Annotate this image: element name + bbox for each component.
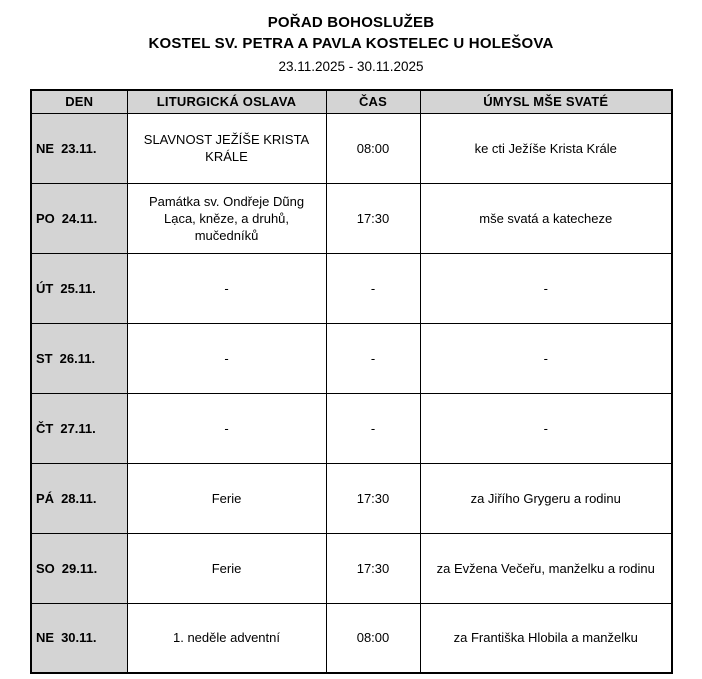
day-date: 26.11. — [59, 350, 96, 366]
cell-day: ÚT 25.11. — [30, 252, 128, 324]
page-subtitle-parish: KOSTEL SV. PETRA A PAVLA KOSTELEC U HOLE… — [148, 35, 554, 52]
day-abbr: NE — [36, 630, 55, 646]
day-date: 24.11. — [61, 210, 98, 226]
cell-oslava: SLAVNOST JEŽÍŠE KRISTA KRÁLE — [126, 112, 327, 184]
table-row: NE 23.11. SLAVNOST JEŽÍŠE KRISTA KRÁLE 08… — [30, 112, 673, 184]
page-date-range: 23.11.2025 - 30.11.2025 — [278, 59, 424, 74]
day-abbr: SO — [36, 560, 55, 576]
page-heading: POŘAD BOHOSLUŽEB KOSTEL SV. PETRA A PAVL… — [0, 0, 702, 77]
table-row: PO 24.11. Památka sv. Ondřeje Dũng Lạca, … — [30, 182, 673, 254]
cell-day: ČT 27.11. — [30, 392, 128, 464]
table-header-row: DEN LITURGICKÁ OSLAVA ČAS ÚMYSL MŠE SVAT… — [30, 89, 673, 114]
cell-oslava: - — [126, 322, 327, 394]
table-row: PÁ 28.11. Ferie 17:30 za Jiřího Grygeru a… — [30, 462, 673, 534]
column-header-umysl: ÚMYSL MŠE SVATÉ — [419, 89, 673, 114]
cell-day: NE 23.11. — [30, 112, 128, 184]
schedule-table-container: DEN LITURGICKÁ OSLAVA ČAS ÚMYSL MŠE SVAT… — [30, 89, 673, 674]
cell-oslava: Ferie — [126, 462, 327, 534]
cell-oslava: Ferie — [126, 532, 327, 604]
cell-day: PÁ 28.11. — [30, 462, 128, 534]
cell-oslava: - — [126, 392, 327, 464]
cell-cas: 08:00 — [325, 602, 421, 674]
day-abbr: ST — [36, 350, 53, 366]
day-abbr: ÚT — [36, 280, 54, 296]
cell-oslava: 1. neděle adventní — [126, 602, 327, 674]
cell-day: ST 26.11. — [30, 322, 128, 394]
cell-umysl: - — [419, 322, 673, 394]
cell-cas: 17:30 — [325, 532, 421, 604]
table-row: NE 30.11. 1. neděle adventní 08:00 za Fra… — [30, 602, 673, 674]
table-body: NE 23.11. SLAVNOST JEŽÍŠE KRISTA KRÁLE 08… — [30, 112, 673, 674]
day-date: 23.11. — [61, 140, 97, 156]
cell-day: PO 24.11. — [30, 182, 128, 254]
day-date: 27.11. — [60, 420, 96, 436]
cell-umysl: - — [419, 392, 673, 464]
cell-day: SO 29.11. — [30, 532, 128, 604]
cell-umysl: - — [419, 252, 673, 324]
cell-umysl: mše svatá a katecheze — [419, 182, 673, 254]
cell-cas: 17:30 — [325, 462, 421, 534]
table-row: ST 26.11. - - - — [30, 322, 673, 394]
cell-umysl: za Evžena Večeřu, manželku a rodinu — [419, 532, 673, 604]
table-row: SO 29.11. Ferie 17:30 za Evžena Večeřu, m… — [30, 532, 673, 604]
cell-umysl: za Františka Hlobila a manželku — [419, 602, 673, 674]
page-title: POŘAD BOHOSLUŽEB — [267, 14, 435, 31]
day-date: 29.11. — [61, 560, 98, 576]
cell-day: NE 30.11. — [30, 602, 128, 674]
cell-oslava: Památka sv. Ondřeje Dũng Lạca, kněze, a … — [126, 182, 327, 254]
column-header-oslava: LITURGICKÁ OSLAVA — [126, 89, 327, 114]
cell-cas: - — [325, 252, 421, 324]
schedule-table: DEN LITURGICKÁ OSLAVA ČAS ÚMYSL MŠE SVAT… — [30, 89, 673, 674]
cell-oslava: - — [126, 252, 327, 324]
cell-cas: - — [325, 392, 421, 464]
cell-cas: 17:30 — [325, 182, 421, 254]
cell-cas: - — [325, 322, 421, 394]
table-row: ČT 27.11. - - - — [30, 392, 673, 464]
day-date: 30.11. — [61, 630, 97, 646]
day-abbr: PÁ — [36, 490, 55, 506]
column-header-cas: ČAS — [325, 89, 421, 114]
day-date: 25.11. — [60, 280, 96, 296]
cell-umysl: za Jiřího Grygeru a rodinu — [419, 462, 673, 534]
day-abbr: ČT — [36, 420, 54, 436]
table-row: ÚT 25.11. - - - — [30, 252, 673, 324]
column-header-den: DEN — [30, 89, 128, 114]
day-abbr: NE — [36, 140, 55, 156]
cell-cas: 08:00 — [325, 112, 421, 184]
cell-umysl: ke cti Ježíše Krista Krále — [419, 112, 673, 184]
day-abbr: PO — [36, 210, 55, 226]
table-header: DEN LITURGICKÁ OSLAVA ČAS ÚMYSL MŠE SVAT… — [30, 89, 673, 114]
day-date: 28.11. — [61, 490, 97, 506]
